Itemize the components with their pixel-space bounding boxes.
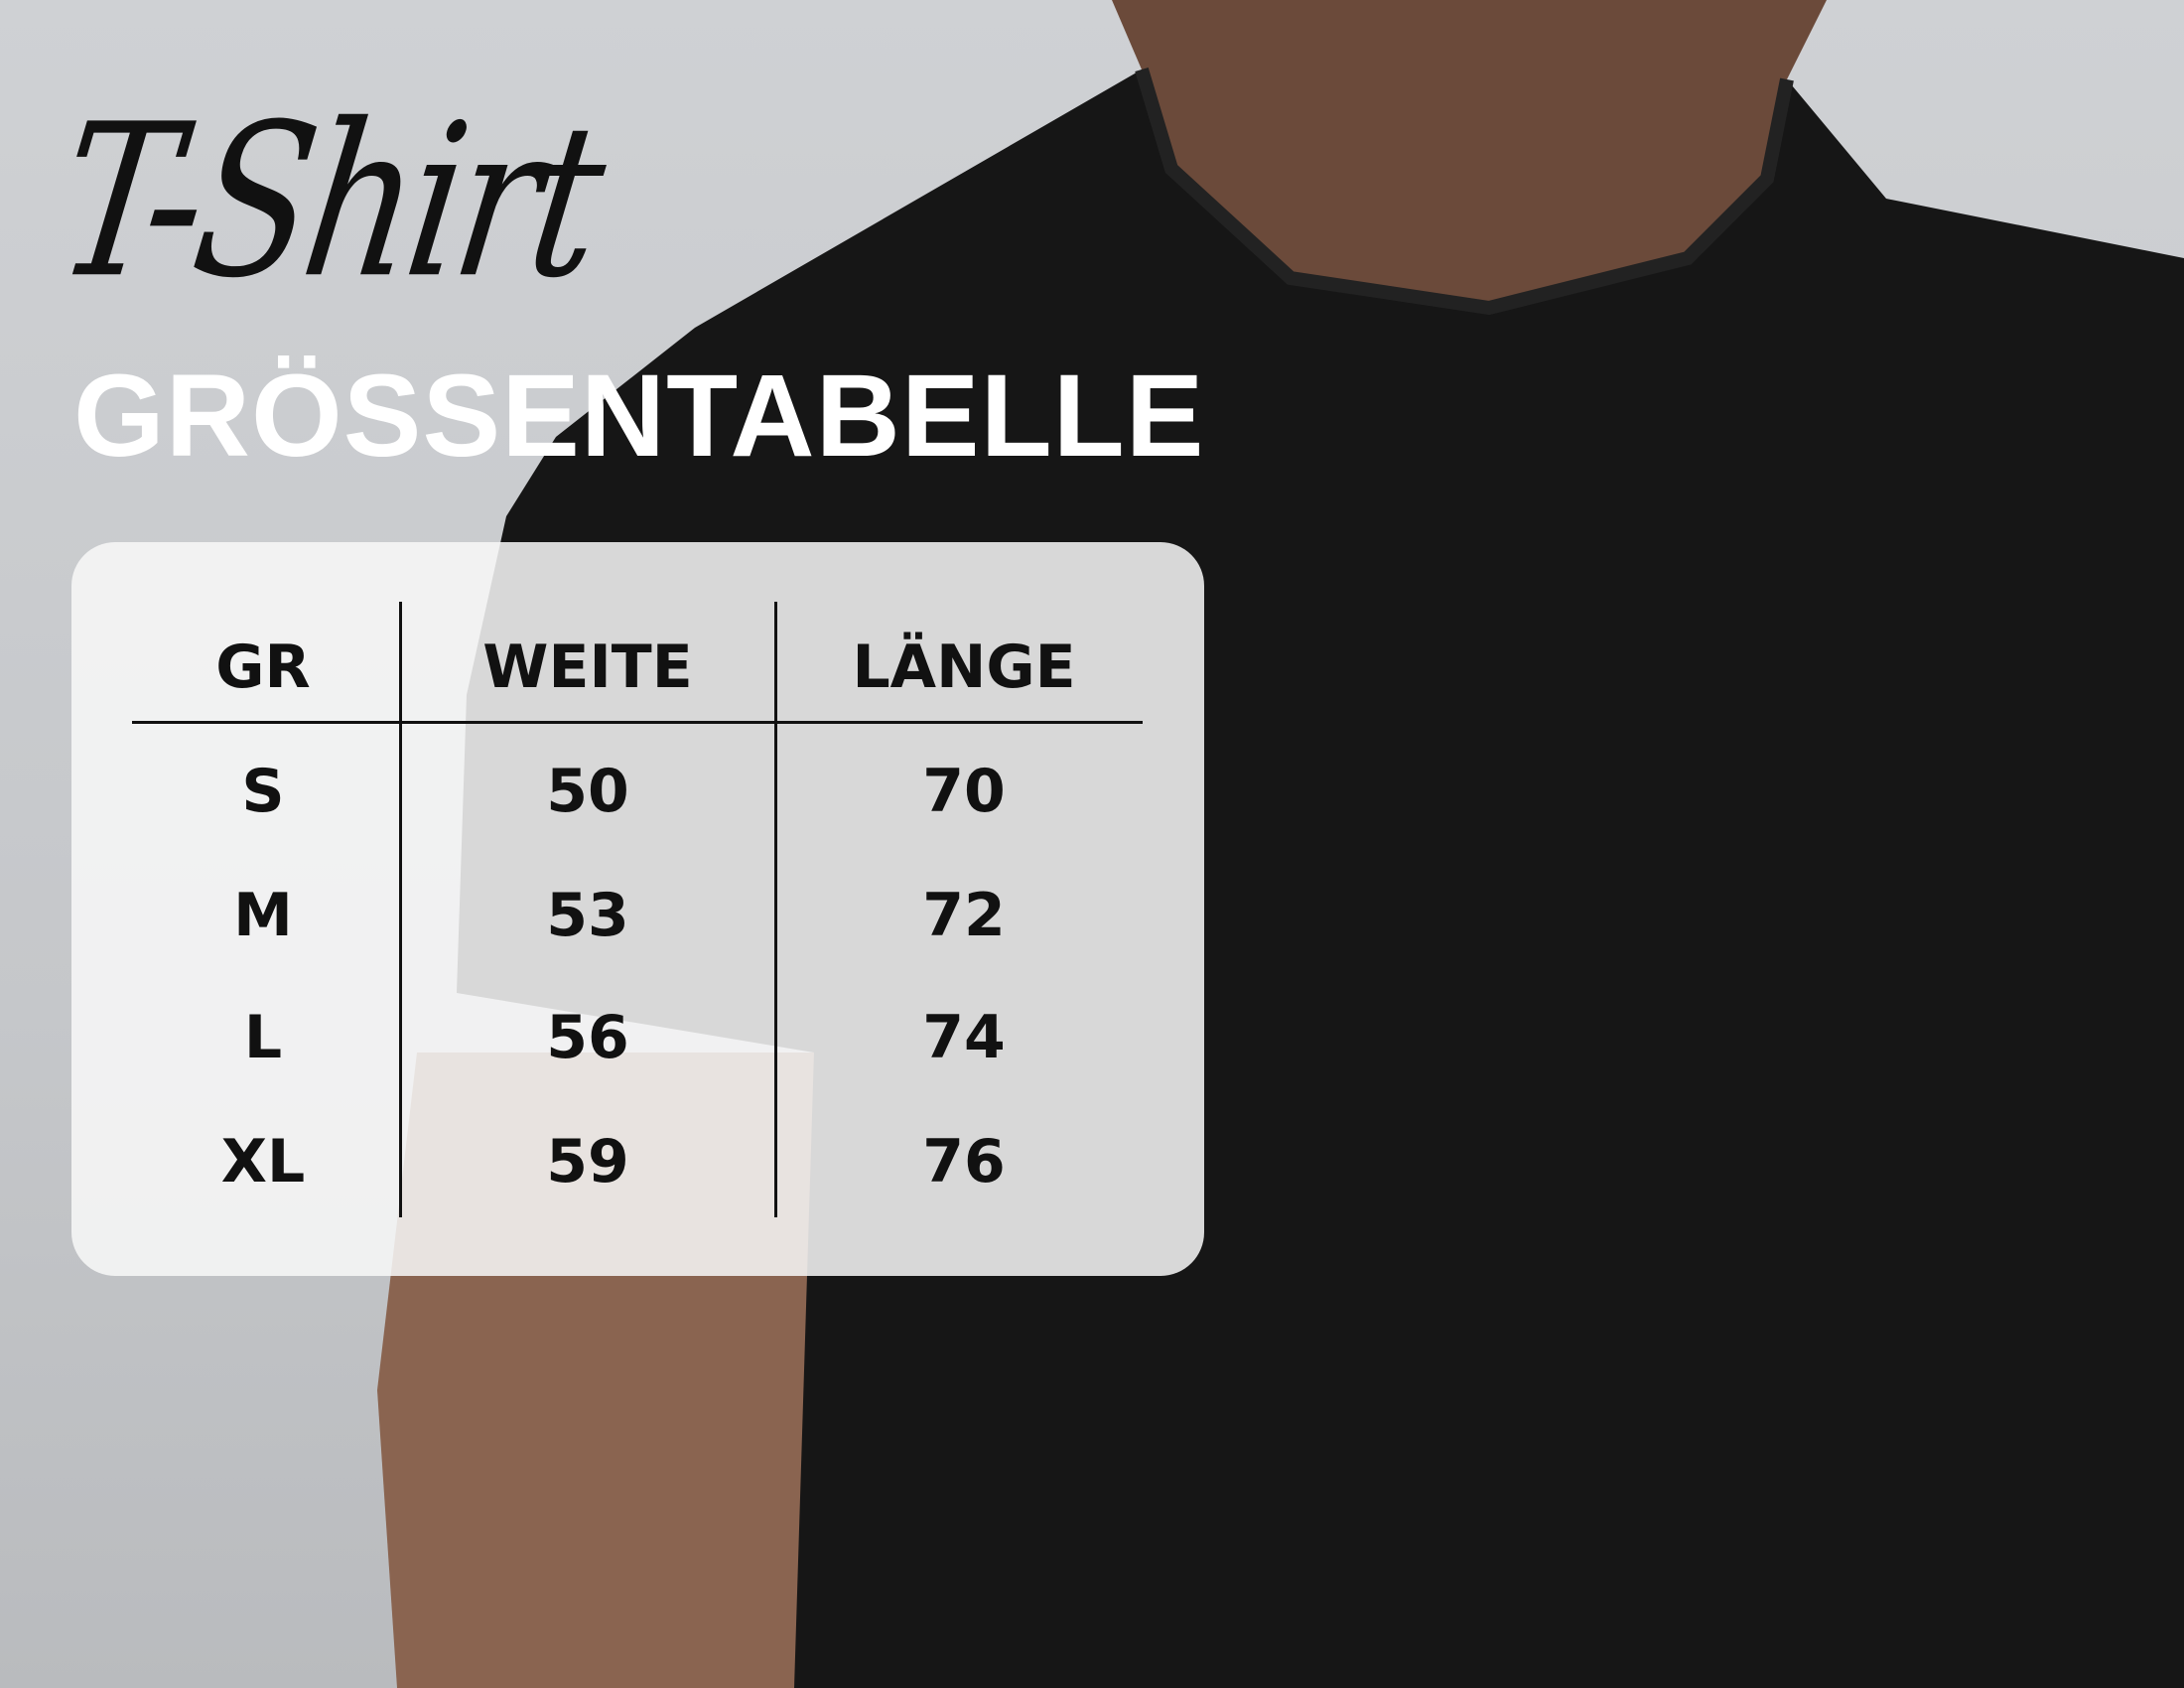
table-cell-size: M bbox=[233, 881, 293, 950]
header-width: WEITE bbox=[482, 633, 693, 702]
table-cell-width: 53 bbox=[546, 881, 629, 950]
page-title: GRÖSSENTABELLE bbox=[73, 351, 1205, 482]
neck-skin bbox=[1112, 0, 1827, 308]
table-cell-length: 76 bbox=[922, 1127, 1006, 1196]
table-cell-size: L bbox=[243, 1003, 283, 1072]
table-cell-width: 59 bbox=[546, 1127, 629, 1196]
black-tshirt bbox=[457, 70, 2184, 1688]
collar bbox=[1135, 67, 1794, 316]
column-divider bbox=[399, 602, 402, 1217]
header-length: LÄNGE bbox=[852, 633, 1076, 702]
header-divider bbox=[132, 721, 1143, 724]
table-cell-length: 74 bbox=[922, 1003, 1006, 1072]
table-cell-size: XL bbox=[220, 1127, 306, 1196]
size-table: GR WEITE LÄNGE S 50 70 M 53 72 L 56 74 X… bbox=[71, 542, 1204, 1276]
script-title: T-Shirt bbox=[45, 79, 613, 326]
table-cell-width: 56 bbox=[546, 1003, 629, 1072]
table-cell-length: 72 bbox=[922, 881, 1006, 950]
column-divider bbox=[774, 602, 777, 1217]
table-cell-size: S bbox=[241, 757, 285, 826]
header-size: GR bbox=[215, 633, 311, 702]
table-cell-length: 70 bbox=[922, 757, 1006, 826]
table-cell-width: 50 bbox=[546, 757, 629, 826]
